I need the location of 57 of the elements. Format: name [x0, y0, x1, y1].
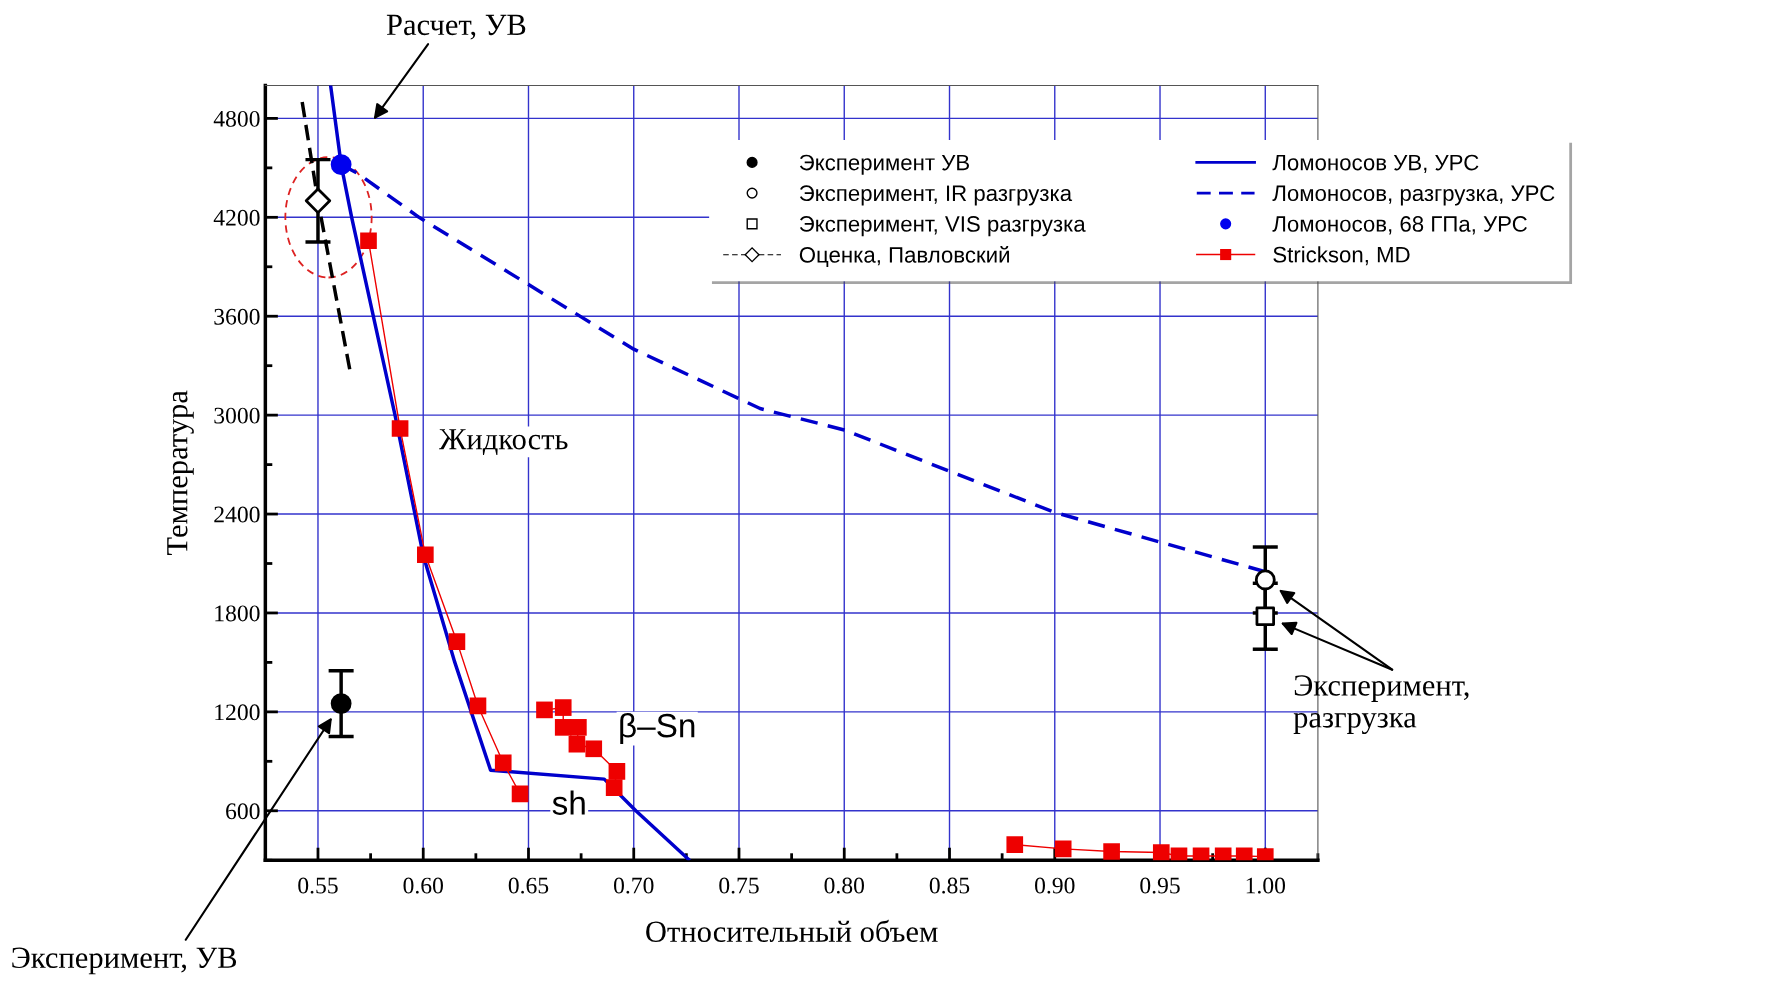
point: [1103, 843, 1120, 860]
legend-label: Эксперимент, VIS разгрузка: [799, 216, 1086, 237]
x-tick-label: 0.90: [1035, 877, 1075, 894]
y-tick-label: 2400: [214, 506, 260, 523]
y-tick-label: 600: [226, 803, 260, 820]
point: [585, 740, 603, 758]
y-tick-label: 1200: [215, 704, 260, 721]
x-tick-label: 0.60: [403, 877, 443, 894]
point: [1254, 569, 1276, 591]
y-tick-label: 4800: [213, 110, 260, 127]
point: [360, 232, 377, 250]
point: [605, 779, 623, 797]
point: [448, 633, 466, 650]
point: [1152, 844, 1170, 861]
legend-label: Ломоносов УВ, УРС: [1272, 154, 1479, 174]
legend-label: Ломоносов, разгрузка, УРС: [1272, 185, 1555, 206]
point: [511, 785, 529, 803]
legend-label: Strickson, MD: [1273, 246, 1410, 266]
x-axis-title: Относительный объем: [646, 919, 938, 943]
x-tick-label: 0.95: [1140, 877, 1180, 894]
point: [536, 701, 553, 719]
x-tick-label: 1.00: [1246, 877, 1286, 894]
y-tick-label: 3600: [214, 308, 260, 325]
legend-label: Эксперимент УВ: [799, 154, 969, 175]
y-tick-label: 4200: [213, 209, 260, 226]
point: [330, 154, 352, 175]
x-tick-label: 0.65: [508, 877, 549, 894]
text: Расчет, УВ: [386, 14, 526, 40]
point: [568, 735, 586, 753]
point: [1054, 840, 1072, 858]
x-tick-label: 0.85: [929, 877, 970, 894]
point: [304, 187, 332, 214]
point: [1255, 606, 1275, 626]
legend-label: Оценка, Павловский: [799, 246, 1009, 267]
annotation: sh: [552, 790, 585, 815]
point: [554, 699, 572, 716]
point: [1006, 836, 1024, 853]
x-tick-label: 0.70: [613, 877, 654, 894]
point: [570, 719, 587, 736]
point: [391, 420, 409, 437]
point: [494, 754, 512, 772]
legend-label: Эксперимент, IR разгрузка: [799, 185, 1073, 206]
y-tick-label: 3000: [214, 407, 260, 424]
annotation: β–Sn: [620, 712, 695, 745]
point: [330, 693, 352, 715]
y-axis-title: Температура: [167, 390, 194, 555]
point: [608, 763, 626, 780]
annotation: Эксперимент, разгрузка: [1293, 675, 1469, 734]
x-tick-label: 0.75: [719, 877, 759, 894]
x-tick-label: 0.55: [298, 877, 338, 894]
annotation: Жидкость: [439, 429, 568, 456]
y-tick-label: 1800: [215, 605, 260, 622]
point: [469, 697, 487, 715]
point: [417, 546, 434, 564]
x-tick-label: 0.80: [824, 877, 865, 894]
text: Эксперимент, УВ: [12, 947, 237, 975]
legend-label: Ломоносов, 68 ГПа, УРС: [1272, 216, 1527, 235]
